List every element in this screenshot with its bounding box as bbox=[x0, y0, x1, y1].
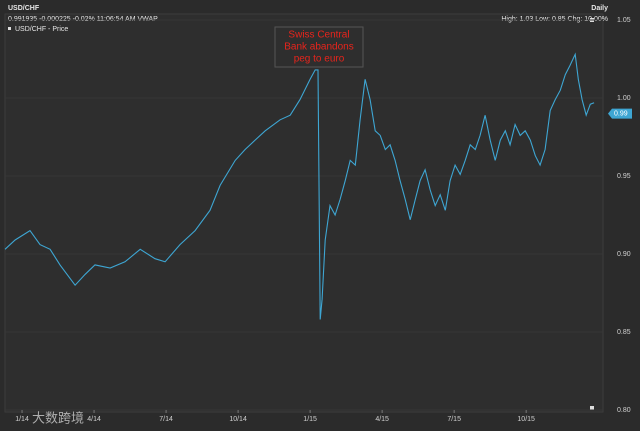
corner-marker bbox=[590, 406, 594, 410]
x-tick-label: 7/14 bbox=[159, 416, 173, 423]
last-price-tag bbox=[608, 108, 632, 119]
quote-line: 0.991935 -0.000225 -0.02% 11:06:54 AM VW… bbox=[8, 16, 158, 23]
annotation-text: peg to euro bbox=[294, 54, 345, 65]
x-tick-label: 7/15 bbox=[447, 416, 461, 423]
stats-line: High: 1.03 Low: 0.85 Chg: 10.00% bbox=[501, 16, 608, 23]
legend-label: USD/CHF - Price bbox=[15, 26, 68, 33]
x-tick-label: 4/15 bbox=[375, 416, 389, 423]
annotation-text: Swiss Central bbox=[288, 30, 349, 41]
y-tick-label: 0.85 bbox=[617, 329, 631, 336]
legend-swatch bbox=[8, 27, 11, 30]
y-tick-label: 0.90 bbox=[617, 251, 631, 258]
frequency: Daily bbox=[591, 5, 608, 12]
plot-area bbox=[4, 13, 604, 413]
annotation-text: Bank abandons bbox=[284, 42, 354, 53]
x-tick-label: 4/14 bbox=[87, 416, 101, 423]
y-tick-label: 0.80 bbox=[617, 407, 631, 414]
watermark: 大数跨境 bbox=[32, 410, 84, 425]
x-tick-label: 1/15 bbox=[303, 416, 317, 423]
annotation-box bbox=[274, 26, 364, 68]
last-price-label: 0.99 bbox=[614, 110, 628, 117]
chart-title: USD/CHF bbox=[8, 5, 40, 12]
x-tick-label: 10/14 bbox=[229, 416, 247, 423]
x-tick-label: 1/14 bbox=[15, 416, 29, 423]
x-tick-label: 10/15 bbox=[517, 416, 535, 423]
y-tick-label: 1.00 bbox=[617, 95, 631, 102]
y-tick-label: 1.05 bbox=[617, 17, 631, 24]
price-line bbox=[4, 52, 595, 320]
y-tick-label: 0.95 bbox=[617, 173, 631, 180]
